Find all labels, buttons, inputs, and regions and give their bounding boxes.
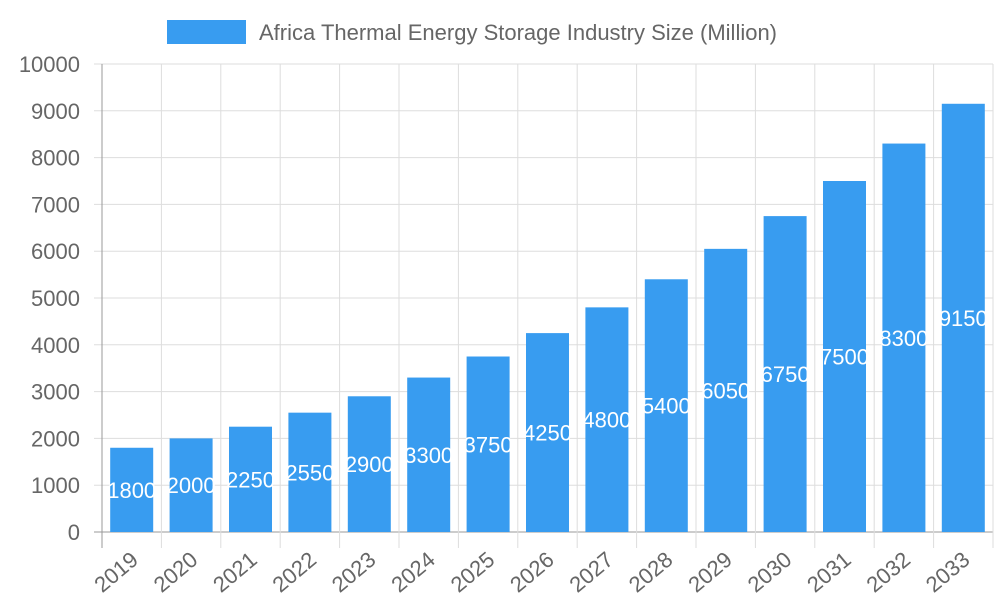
y-tick-label: 6000 (31, 239, 80, 264)
x-axis: 2019 2020 2021 2022 2023 2024 2025 2026 2027 2028… (89, 547, 974, 598)
data-label: 2550 (285, 460, 334, 485)
bar (526, 333, 569, 532)
data-labels: 1800 2000 2250 2550 2900 3300 3750 4250 4800 5400… (107, 306, 988, 503)
data-label: 4800 (582, 408, 631, 433)
bar (882, 143, 926, 532)
data-label: 1800 (107, 478, 156, 503)
legend-swatch (167, 20, 246, 44)
y-tick-label: 4000 (31, 333, 80, 358)
data-label: 6750 (761, 362, 810, 387)
data-label: 8300 (879, 326, 928, 351)
data-label: 2000 (167, 473, 216, 498)
y-tick-label: 5000 (31, 286, 80, 311)
legend-label: Africa Thermal Energy Storage Industry S… (259, 20, 777, 45)
bar (763, 216, 807, 532)
y-tick-label: 7000 (31, 192, 80, 217)
x-tick-label: 2020 (149, 547, 203, 598)
grid (94, 63, 994, 548)
bars (110, 103, 985, 533)
bar (704, 248, 748, 533)
bar (823, 181, 866, 532)
y-axis: 0 1000 2000 3000 4000 5000 6000 7000 8000 9000 100… (19, 52, 80, 545)
bar (644, 279, 688, 532)
bar (466, 356, 510, 532)
data-label: 5400 (642, 394, 691, 419)
data-label: 3750 (464, 432, 513, 457)
x-tick-label: 2028 (624, 547, 678, 598)
y-tick-label: 0 (68, 520, 80, 545)
data-label: 9150 (939, 306, 988, 331)
data-label: 7500 (820, 345, 869, 370)
x-tick-label: 2027 (565, 547, 619, 598)
y-tick-label: 10000 (19, 52, 80, 77)
bar (229, 426, 272, 532)
x-tick-label: 2022 (268, 547, 322, 598)
data-label: 2250 (226, 467, 275, 492)
y-tick-label: 8000 (31, 146, 80, 171)
data-label: 6050 (701, 378, 750, 403)
x-tick-label: 2033 (921, 547, 975, 598)
x-tick-label: 2030 (743, 547, 797, 598)
y-tick-label: 2000 (31, 426, 80, 451)
bar (585, 307, 629, 532)
legend[interactable]: Africa Thermal Energy Storage Industry S… (167, 20, 777, 45)
x-tick-label: 2031 (802, 547, 856, 598)
bar (169, 438, 213, 532)
y-tick-label: 9000 (31, 99, 80, 124)
x-tick-label: 2023 (327, 547, 381, 598)
x-tick-label: 2024 (386, 547, 440, 598)
x-tick-label: 2026 (505, 547, 559, 598)
y-tick-label: 1000 (31, 473, 80, 498)
data-label: 3300 (404, 443, 453, 468)
x-tick-label: 2019 (89, 547, 143, 598)
bar (288, 412, 332, 532)
bar (407, 377, 451, 532)
y-tick-label: 3000 (31, 380, 80, 405)
x-tick-label: 2021 (208, 547, 262, 598)
data-label: 2900 (345, 452, 394, 477)
bar (347, 396, 391, 532)
x-tick-label: 2029 (683, 547, 737, 598)
data-label: 4250 (523, 421, 572, 446)
x-tick-label: 2032 (862, 547, 916, 598)
bar (110, 447, 154, 532)
x-tick-label: 2025 (446, 547, 500, 598)
bar (941, 103, 985, 532)
